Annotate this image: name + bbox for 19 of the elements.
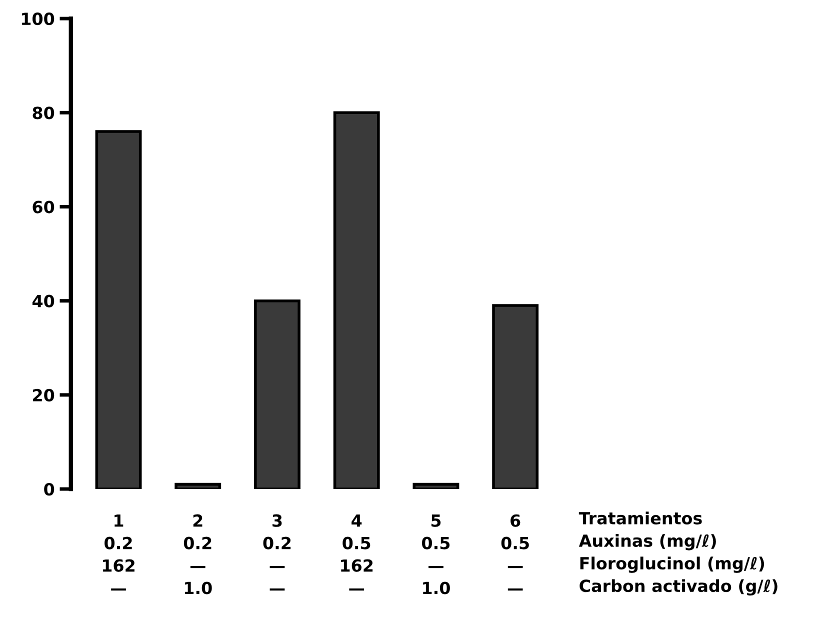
y-tick-label: 60 <box>32 200 54 214</box>
x-axis-title: Tratamientos Auxinas (mg/ℓ) Floroglucinol (mg/ℓ) Carbon activado (g/ℓ) <box>578 512 778 596</box>
y-tick-label: 0 <box>44 482 54 496</box>
bar <box>333 111 380 490</box>
category-label: 3 0.2 — — <box>263 514 291 591</box>
x-tick-label: 2 0.2 — 1.0 <box>184 514 212 594</box>
y-tick-label: 100 <box>22 12 54 26</box>
x-tick-label: 4 0.5 162 — <box>341 514 373 591</box>
bar <box>174 482 222 490</box>
bar <box>412 482 460 490</box>
x-tick-label: 1 0.2 162 — <box>102 514 134 591</box>
bar <box>95 130 142 490</box>
bar <box>254 299 300 490</box>
y-tick-label: 40 <box>32 294 54 308</box>
y-tick-label: 20 <box>33 388 54 402</box>
x-tick-label: 5 0.5 — 1.0 <box>422 514 450 594</box>
category-label: 6 0.5 — — <box>501 514 529 591</box>
y-tick-label: 80 <box>32 106 54 120</box>
bar <box>492 304 539 490</box>
